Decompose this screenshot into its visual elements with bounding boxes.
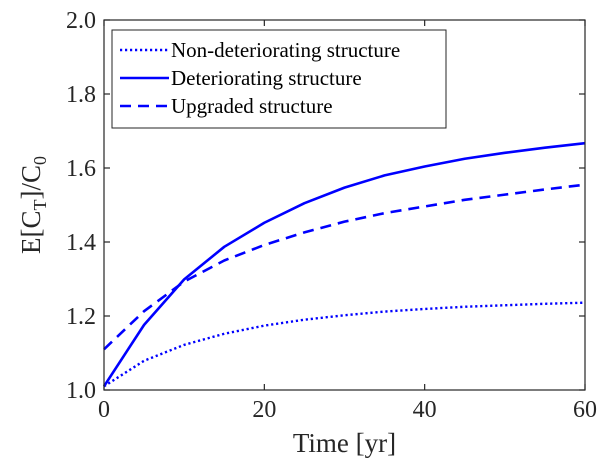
x-tick-label: 20	[252, 397, 276, 423]
axes-box	[103, 19, 586, 391]
y-tick-label: 1.0	[66, 378, 96, 404]
y-axis-label: E[CT]/C0	[16, 156, 50, 254]
y-tick-label: 2.0	[66, 8, 96, 34]
legend: Non-deteriorating structure Deteriorating…	[111, 29, 447, 129]
y-axis-label-base-1: E[C	[16, 211, 46, 255]
axes-layer: 0 20 40 60 1.0 1.2 1.4 1.6 1.8 2.0	[66, 8, 597, 423]
series-line-dotted	[103, 301, 586, 388]
x-tick-label: 60	[573, 397, 597, 423]
legend-label: Upgraded structure	[171, 94, 333, 118]
y-axis-label-base-2: ]/C	[16, 165, 46, 200]
x-tick-label: 40	[413, 397, 437, 423]
x-tick-label: 0	[98, 397, 110, 423]
y-axis-label-subscript-2: 0	[30, 156, 50, 165]
legend-label: Non-deteriorating structure	[171, 38, 400, 62]
legend-label: Deteriorating structure	[171, 66, 362, 90]
y-axis-label-subscript-1: T	[30, 200, 50, 211]
series-line-dashed	[103, 183, 586, 351]
y-tick-label: 1.6	[66, 156, 96, 182]
y-tick-label: 1.2	[66, 304, 96, 330]
y-tick-label: 1.8	[66, 82, 96, 108]
series-line-solid	[102, 141, 586, 388]
series-layer	[102, 141, 586, 388]
x-axis-label: Time [yr]	[293, 428, 396, 458]
y-tick-label: 1.4	[66, 230, 96, 256]
